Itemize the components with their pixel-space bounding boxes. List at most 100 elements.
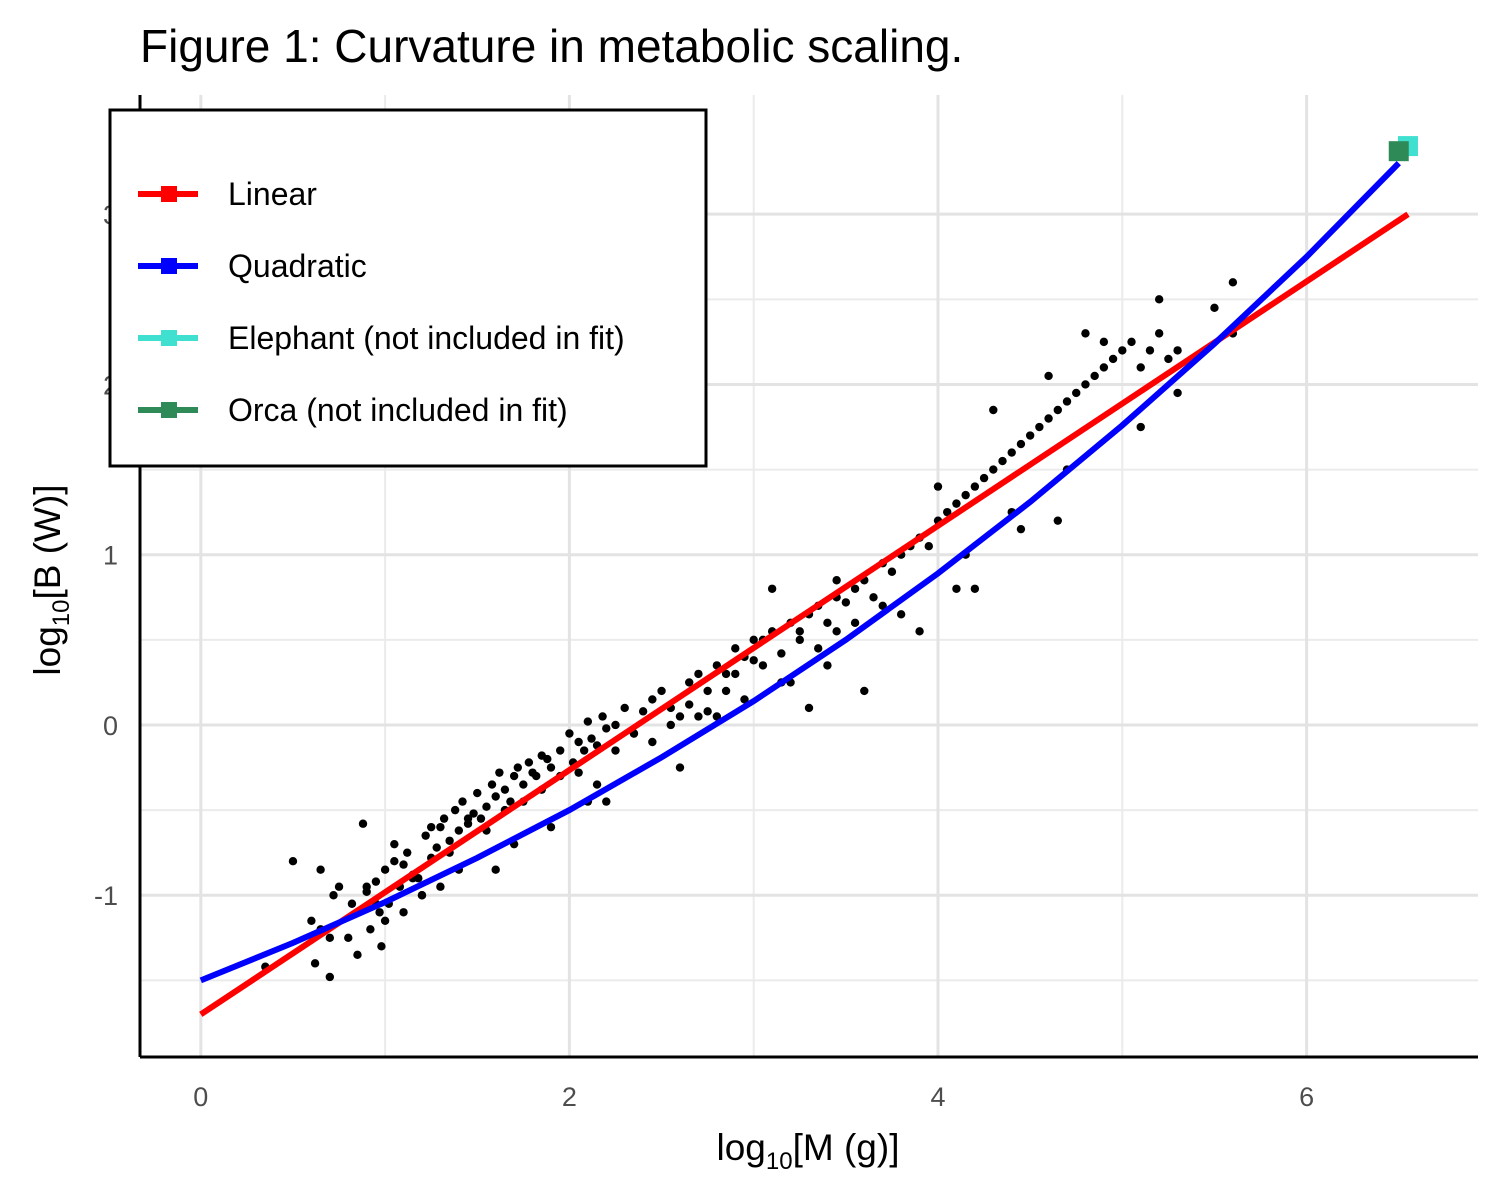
- legend-label: Elephant (not included in fit): [228, 320, 625, 356]
- data-point: [777, 649, 786, 658]
- data-point: [1025, 431, 1035, 440]
- data-point: [675, 763, 685, 772]
- data-point: [961, 490, 970, 500]
- data-point: [482, 802, 491, 811]
- data-point: [721, 686, 731, 696]
- data-point: [583, 717, 593, 726]
- y-tick-label: 1: [103, 541, 118, 571]
- data-point: [952, 584, 961, 593]
- x-tick-label: 6: [1299, 1082, 1314, 1112]
- data-point: [495, 768, 504, 777]
- data-point: [832, 576, 841, 585]
- legend-box: [108, 108, 708, 468]
- chart-title: Figure 1: Curvature in metabolic scaling…: [140, 20, 964, 72]
- data-point: [1136, 422, 1145, 432]
- data-point: [860, 686, 869, 696]
- data-point: [454, 826, 464, 835]
- data-point: [1154, 295, 1164, 304]
- data-point: [648, 737, 657, 747]
- data-point: [436, 882, 445, 891]
- data-point: [592, 780, 602, 789]
- data-point: [749, 635, 758, 645]
- data-point: [1081, 329, 1090, 338]
- data-point: [532, 771, 541, 781]
- data-point: [1136, 363, 1145, 372]
- data-point: [487, 780, 497, 789]
- y-axis-title-suffix: [B (W)]: [27, 484, 68, 599]
- data-point: [347, 899, 357, 908]
- data-point: [1062, 397, 1072, 406]
- data-point: [611, 746, 620, 755]
- data-point: [1228, 278, 1238, 287]
- data-point: [1053, 516, 1063, 525]
- data-point: [1007, 448, 1016, 457]
- legend-label: Quadratic: [228, 248, 367, 284]
- data-point: [685, 678, 694, 687]
- data-point: [329, 891, 338, 900]
- data-point: [823, 618, 832, 628]
- data-point: [703, 707, 712, 716]
- data-point: [1127, 337, 1136, 347]
- y-tick-label: 0: [103, 711, 118, 741]
- data-point: [952, 499, 961, 508]
- data-point: [611, 720, 620, 730]
- data-point: [555, 746, 565, 755]
- data-point: [998, 456, 1007, 466]
- data-point: [546, 763, 556, 772]
- data-point: [887, 567, 897, 576]
- orca-marker: [1388, 141, 1409, 162]
- data-point: [445, 836, 454, 845]
- data-point: [500, 785, 510, 794]
- data-point: [924, 542, 933, 551]
- data-point: [353, 950, 362, 960]
- data-point: [513, 763, 523, 772]
- data-point: [1164, 354, 1173, 364]
- special-markers: [1388, 136, 1418, 162]
- data-point: [380, 916, 390, 925]
- x-axis-title-suffix: [M (g)]: [793, 1127, 900, 1168]
- data-point: [814, 644, 823, 653]
- data-point: [366, 925, 375, 934]
- data-point: [579, 746, 589, 755]
- data-point: [767, 584, 777, 593]
- legend-swatch-marker: [161, 258, 177, 274]
- data-point: [509, 771, 519, 781]
- fit-lines: [199, 160, 1410, 1017]
- x-axis-title: log10[M (g)]: [717, 1127, 900, 1175]
- data-point: [638, 707, 648, 716]
- data-point: [371, 877, 381, 886]
- data-point: [823, 661, 832, 670]
- data-point: [469, 809, 478, 818]
- data-point: [362, 882, 371, 891]
- data-point: [712, 712, 722, 721]
- data-point: [450, 805, 460, 815]
- data-point: [648, 695, 657, 704]
- data-point: [979, 473, 989, 483]
- data-point: [436, 822, 445, 832]
- data-point: [915, 627, 924, 636]
- data-point: [310, 959, 320, 968]
- data-point: [506, 797, 515, 806]
- data-point: [403, 848, 412, 857]
- data-point: [473, 788, 482, 798]
- data-point: [377, 942, 386, 951]
- data-point: [325, 933, 335, 943]
- x-tick-label: 4: [930, 1082, 945, 1112]
- data-point: [970, 584, 980, 593]
- data-point: [491, 865, 500, 874]
- data-point: [989, 405, 998, 415]
- legend-label: Linear: [228, 176, 317, 212]
- data-point: [316, 865, 325, 874]
- data-point: [703, 686, 712, 696]
- data-point: [933, 482, 943, 491]
- data-point: [426, 822, 436, 832]
- data-point: [1053, 405, 1063, 415]
- data-point: [795, 627, 804, 636]
- data-point: [543, 754, 552, 764]
- data-point: [334, 882, 344, 891]
- data-point: [439, 814, 449, 823]
- data-point: [1145, 346, 1155, 355]
- quadratic-fit-line: [199, 160, 1401, 984]
- y-axis-title-subscript: 10: [48, 600, 75, 627]
- x-tick-labels: 0 2 4 6: [193, 1082, 1314, 1112]
